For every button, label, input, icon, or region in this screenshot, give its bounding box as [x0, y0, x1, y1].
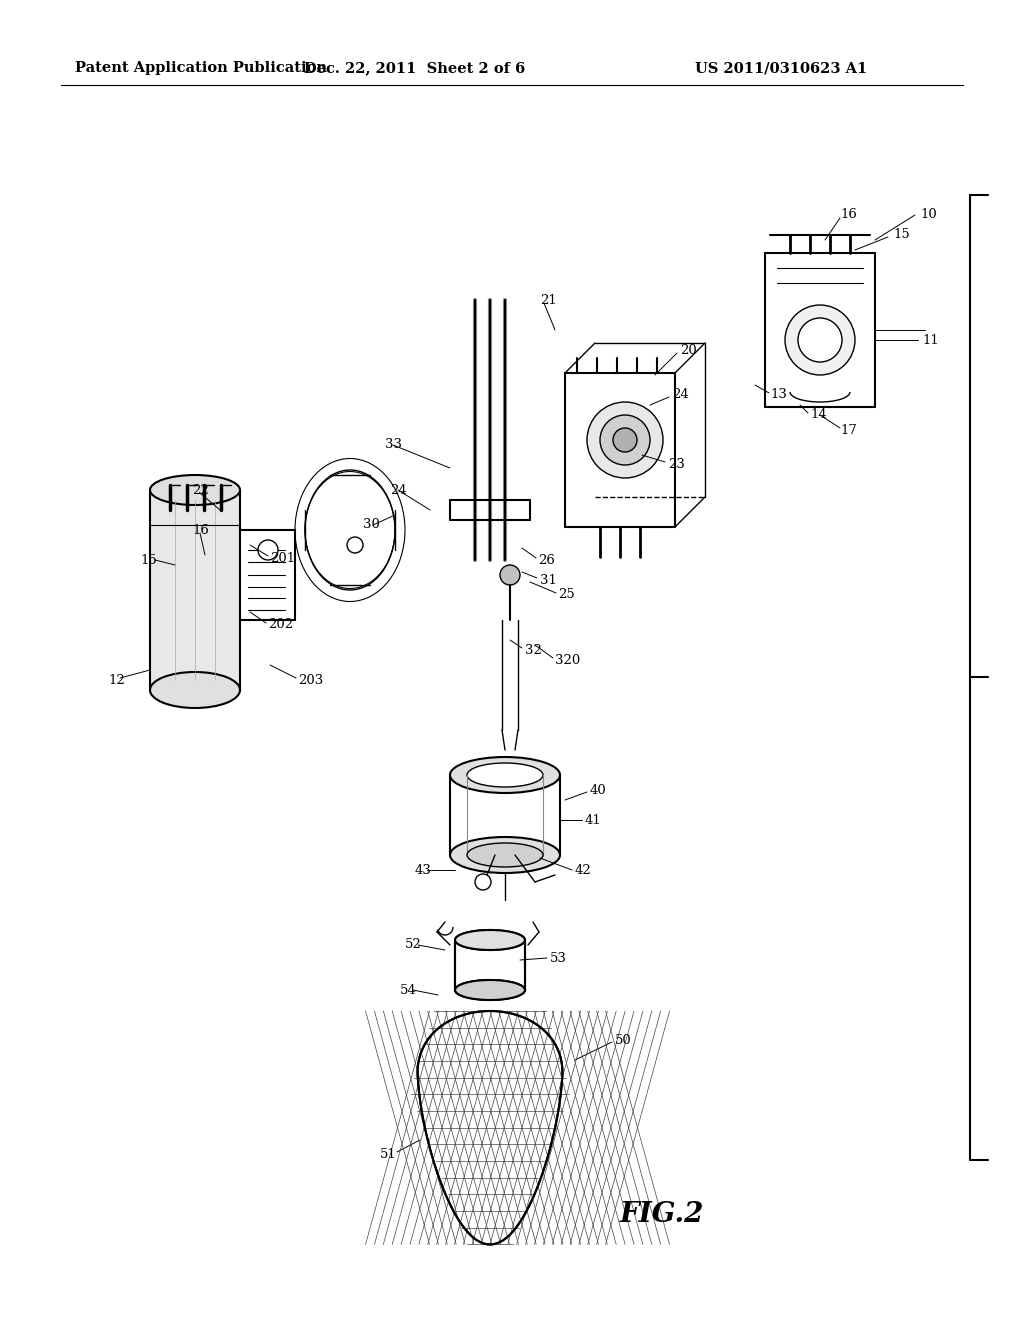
Text: 16: 16 [840, 209, 857, 222]
Text: 24: 24 [672, 388, 689, 401]
Text: 203: 203 [298, 673, 324, 686]
Ellipse shape [785, 305, 855, 375]
Text: 12: 12 [108, 673, 125, 686]
Text: 53: 53 [550, 952, 567, 965]
Ellipse shape [587, 403, 663, 478]
Text: 15: 15 [893, 228, 909, 242]
Text: 31: 31 [540, 573, 557, 586]
Text: 24: 24 [390, 483, 407, 496]
Text: 202: 202 [268, 619, 293, 631]
Text: 22: 22 [193, 483, 209, 496]
Text: 17: 17 [840, 424, 857, 437]
Text: 40: 40 [590, 784, 607, 796]
Text: 14: 14 [810, 408, 826, 421]
Text: 11: 11 [922, 334, 939, 346]
Ellipse shape [613, 428, 637, 451]
Text: 43: 43 [415, 863, 432, 876]
Ellipse shape [150, 672, 240, 708]
Text: US 2011/0310623 A1: US 2011/0310623 A1 [695, 61, 867, 75]
Text: 41: 41 [585, 813, 602, 826]
Polygon shape [418, 1011, 562, 1245]
Text: 13: 13 [770, 388, 786, 401]
Text: 10: 10 [920, 209, 937, 222]
Text: 52: 52 [406, 939, 422, 952]
Text: 42: 42 [575, 863, 592, 876]
Text: Dec. 22, 2011  Sheet 2 of 6: Dec. 22, 2011 Sheet 2 of 6 [304, 61, 525, 75]
Ellipse shape [475, 874, 490, 890]
Text: Patent Application Publication: Patent Application Publication [75, 61, 327, 75]
Ellipse shape [455, 979, 525, 1001]
Ellipse shape [467, 763, 543, 787]
Text: 33: 33 [385, 438, 402, 451]
Ellipse shape [467, 843, 543, 867]
Ellipse shape [450, 837, 560, 873]
Ellipse shape [258, 540, 278, 560]
Ellipse shape [455, 931, 525, 950]
Ellipse shape [347, 537, 362, 553]
Text: FIG.2: FIG.2 [620, 1201, 705, 1229]
Text: 23: 23 [668, 458, 685, 471]
Ellipse shape [500, 565, 520, 585]
Text: 54: 54 [400, 983, 417, 997]
Ellipse shape [455, 979, 525, 1001]
Ellipse shape [450, 756, 560, 793]
Ellipse shape [150, 475, 240, 506]
Text: 26: 26 [538, 553, 555, 566]
Text: 320: 320 [555, 653, 581, 667]
Text: 30: 30 [362, 519, 380, 532]
Text: 50: 50 [615, 1034, 632, 1047]
Ellipse shape [455, 931, 525, 950]
Text: 16: 16 [193, 524, 209, 536]
Ellipse shape [798, 318, 842, 362]
Text: 32: 32 [525, 644, 542, 656]
Text: 21: 21 [540, 293, 557, 306]
Text: 25: 25 [558, 589, 574, 602]
Text: 201: 201 [270, 552, 295, 565]
Text: 20: 20 [680, 343, 696, 356]
Ellipse shape [600, 414, 650, 465]
Text: 51: 51 [380, 1148, 396, 1162]
Text: 15: 15 [140, 553, 157, 566]
Bar [150, 490, 240, 690]
